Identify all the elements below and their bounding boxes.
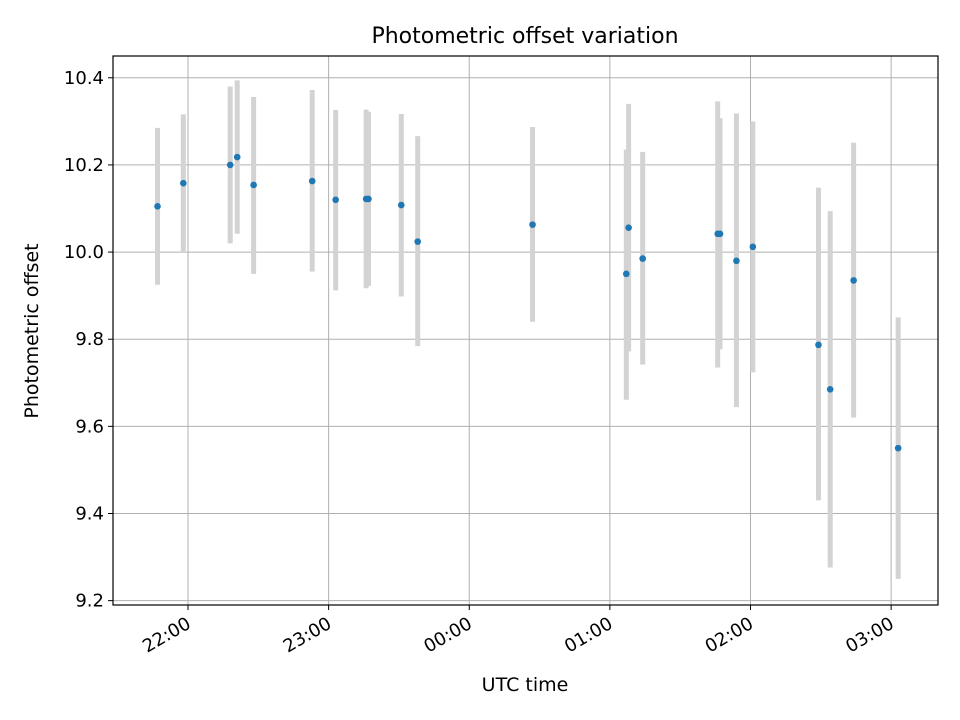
data-point xyxy=(529,221,536,228)
data-point xyxy=(716,230,724,238)
point-layer xyxy=(154,153,902,452)
tick-layer: 9.2 9.4 9.6 9.8 10.0 10.2 10.4 22:00 23:00 00:00 0… xyxy=(64,68,898,657)
data-point xyxy=(733,257,740,265)
data-point xyxy=(826,386,834,393)
y-axis-label: Photometric offset xyxy=(21,243,43,418)
x-tick-label: 23:00 xyxy=(280,613,335,657)
data-point xyxy=(414,238,421,245)
x-tick-label: 22:00 xyxy=(139,613,194,657)
data-point xyxy=(749,243,757,251)
y-tick-label: 9.8 xyxy=(75,329,104,350)
y-tick-label: 9.4 xyxy=(75,504,104,525)
x-tick-label: 01:00 xyxy=(561,613,616,657)
data-point xyxy=(622,270,630,278)
y-tick-label: 9.2 xyxy=(75,591,104,612)
plot-frame xyxy=(112,55,939,606)
y-tick-label: 9.6 xyxy=(75,416,104,437)
x-axis-label: UTC time xyxy=(482,674,569,696)
x-tick-label: 00:00 xyxy=(420,613,475,657)
data-point xyxy=(815,341,822,349)
data-point xyxy=(180,179,187,187)
errorbar-layer xyxy=(155,80,901,579)
data-point xyxy=(308,177,316,185)
data-point xyxy=(894,444,902,452)
chart-title: Photometric offset variation xyxy=(371,24,678,49)
x-tick-label: 02:00 xyxy=(702,613,757,657)
data-point xyxy=(154,203,161,210)
data-point xyxy=(250,181,257,189)
data-point xyxy=(850,277,857,284)
x-tick-label: 03:00 xyxy=(842,613,897,657)
data-point xyxy=(397,201,405,209)
data-point xyxy=(226,161,234,169)
y-tick-label: 10.2 xyxy=(64,155,104,176)
data-point xyxy=(332,196,339,204)
data-point xyxy=(233,153,241,161)
data-point xyxy=(625,224,632,231)
data-point xyxy=(639,255,646,262)
data-point xyxy=(365,195,372,203)
y-tick-label: 10.4 xyxy=(64,68,104,89)
y-tick-label: 10.0 xyxy=(64,242,104,263)
